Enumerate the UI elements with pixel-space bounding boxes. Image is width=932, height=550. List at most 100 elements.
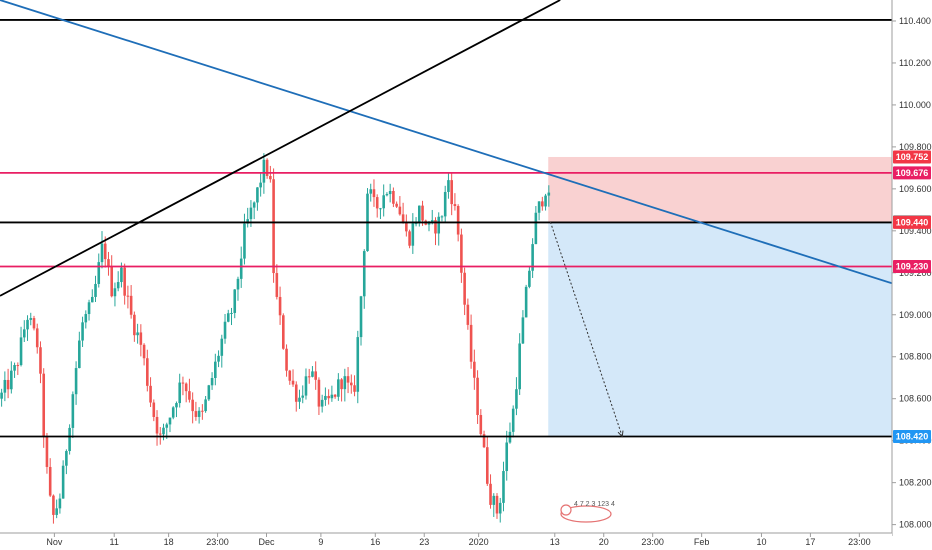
candle-body (136, 332, 139, 336)
horizontal-levels (0, 19, 892, 438)
price-tag-label: 108.420 (896, 431, 929, 441)
candle-body (204, 399, 207, 412)
candle-body (502, 471, 505, 503)
projection-arrowhead (617, 430, 624, 438)
price-tags: 109.752109.676109.442109.440109.230108.4… (893, 150, 931, 443)
candle-body (81, 322, 84, 341)
price-tick-label: 109.600 (899, 184, 932, 194)
candle-body (473, 361, 476, 378)
candle-body (327, 395, 330, 399)
candle-body (90, 296, 94, 303)
price-tick-label: 109.000 (899, 310, 932, 320)
time-tick-label: 23:00 (206, 537, 229, 547)
trend-line (0, 0, 561, 297)
price-tick-label: 108.200 (899, 478, 932, 488)
price-tick-label: 108.600 (899, 394, 932, 404)
candle-body (133, 314, 136, 336)
candle-body (534, 212, 538, 245)
candle-body (511, 408, 515, 432)
price-tag-label: 109.230 (896, 262, 929, 272)
candle-body (39, 347, 42, 374)
candle-body (110, 266, 114, 297)
candle-body (340, 379, 343, 390)
candle-body (320, 399, 324, 407)
candle-body (311, 371, 314, 377)
candle-body (103, 243, 107, 260)
candle-body (307, 376, 311, 378)
candle-body (55, 508, 58, 515)
candle-body (197, 410, 201, 417)
trend-line (0, 0, 893, 285)
candle-body (239, 258, 243, 279)
candle-body (437, 216, 441, 234)
candle-body (288, 370, 292, 381)
price-tag-box (893, 260, 931, 273)
candle-body (485, 447, 489, 484)
candle-body (356, 337, 360, 392)
candle-body (259, 182, 262, 188)
candle-body (256, 187, 259, 203)
price-tag-label: 109.676 (896, 168, 929, 178)
candle-body (178, 382, 181, 404)
candle-body (220, 338, 224, 356)
price-tag-box (893, 429, 931, 443)
price-tag-box (893, 166, 931, 180)
time-axis[interactable]: Nov 11 18 23:00 Dec 9 16 23 2020 13 20 23:00 Feb 10 17… (46, 533, 871, 547)
candle-body (162, 427, 165, 435)
time-axis-background (0, 533, 892, 550)
candle-body (450, 180, 453, 205)
candle-body (294, 384, 298, 402)
candle-body (460, 234, 463, 273)
price-tag-label: 109.752 (896, 152, 929, 162)
candle-body (298, 397, 301, 402)
candle-body (388, 190, 392, 195)
watermark-digits: 4 7 2 3 123 4 (574, 501, 615, 508)
candle-body (87, 302, 91, 315)
candle-body (149, 385, 152, 403)
candle-body (165, 424, 169, 428)
candle-body (78, 340, 81, 369)
candle-body (541, 201, 544, 207)
candle-body (29, 318, 33, 320)
price-tag-box (893, 150, 931, 164)
time-tick-label: 16 (370, 537, 380, 547)
candle-body (414, 223, 418, 225)
candle-body (236, 278, 240, 290)
candle-body (129, 295, 133, 315)
candle-body (524, 286, 528, 318)
candle-body (214, 361, 217, 379)
candle-body (456, 206, 460, 235)
candle-body (217, 355, 220, 362)
candle-body (430, 220, 434, 222)
candle-body (155, 416, 159, 434)
candle-body (301, 395, 305, 398)
candle-body (0, 392, 3, 399)
candle-body (71, 394, 75, 428)
candle-body (120, 267, 123, 283)
candle-body (188, 391, 191, 400)
candle-body (359, 296, 363, 338)
candle-body (537, 201, 541, 213)
price-tag-label: 109.440 (896, 217, 929, 227)
candle-body (395, 203, 398, 207)
price-tag-box (893, 215, 931, 229)
time-tick-label: 18 (164, 537, 174, 547)
candle-body (353, 385, 356, 392)
candle-body (411, 223, 415, 246)
time-tick-label: Feb (694, 537, 710, 547)
candle-body (32, 318, 36, 329)
candle-body (139, 332, 143, 345)
candle-body (146, 358, 149, 386)
candle-body (94, 283, 97, 297)
projection-line (549, 221, 623, 437)
time-tick-label: 23:00 (848, 537, 871, 547)
candle-body (346, 376, 350, 383)
candle-body (171, 407, 175, 418)
candle-body (107, 259, 110, 267)
candle-body (379, 208, 382, 210)
watermark-logo: 4 7 2 3 123 4 (560, 501, 615, 523)
candle-body (52, 495, 55, 515)
candle-body (518, 343, 521, 390)
candlestick-series (0, 153, 551, 524)
candle-body (547, 192, 551, 196)
